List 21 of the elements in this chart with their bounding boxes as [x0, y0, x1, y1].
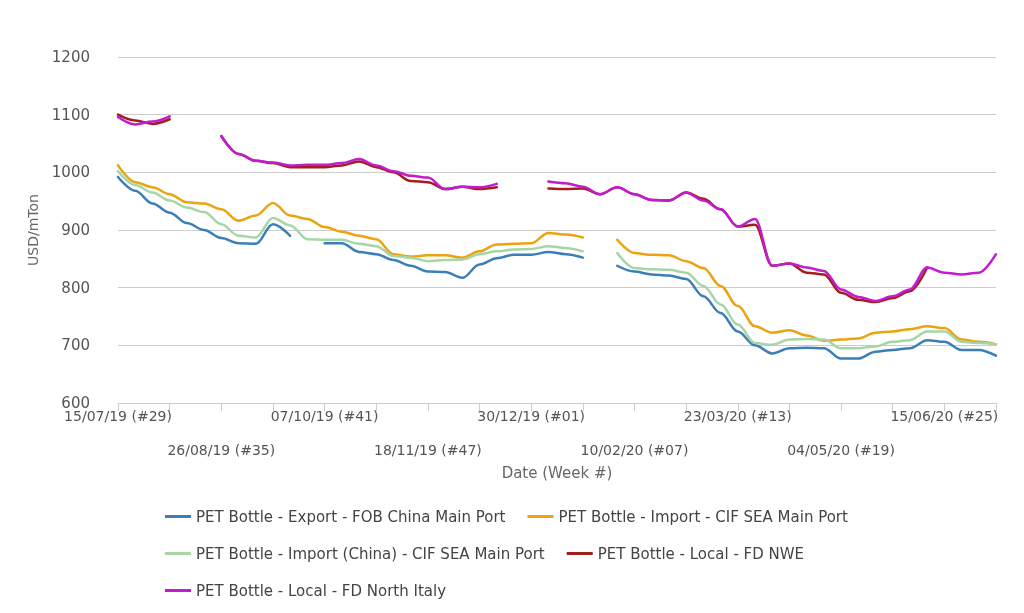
x-tick-label: 15/06/20 (#25): [890, 408, 999, 424]
x-tick-label: 23/03/20 (#13): [683, 408, 792, 424]
y-tick-label: 1200: [51, 48, 90, 66]
y-tick-label: 800: [61, 278, 90, 297]
legend-label: PET Bottle - Local - FD NWE: [597, 544, 805, 563]
x-tick-label: 26/08/19 (#35): [167, 442, 276, 458]
x-tick-label: 04/05/20 (#19): [787, 442, 895, 458]
x-tick-label: 10/02/20 (#07): [580, 442, 689, 458]
legend-label: PET Bottle - Local - FD North Italy: [196, 581, 447, 600]
x-tick-label: 18/11/19 (#47): [373, 442, 482, 458]
y-axis-title: USD/mTon: [25, 194, 41, 266]
y-tick-label: 900: [61, 221, 90, 239]
x-tick-label: 30/12/19 (#01): [477, 408, 586, 424]
legend-label: PET Bottle - Import (China) - CIF SEA Main Port: [196, 544, 545, 563]
x-axis-title: Date (Week #): [501, 463, 613, 482]
legend-label: PET Bottle - Export - FOB China Main Port: [196, 507, 506, 526]
y-tick-label: 1000: [51, 163, 90, 182]
y-tick-label: 700: [61, 336, 90, 355]
x-tick-label: 07/10/19 (#41): [270, 408, 379, 424]
y-tick-label: 1100: [51, 105, 90, 124]
legend-label: PET Bottle - Import - CIF SEA Main Port: [558, 507, 849, 526]
